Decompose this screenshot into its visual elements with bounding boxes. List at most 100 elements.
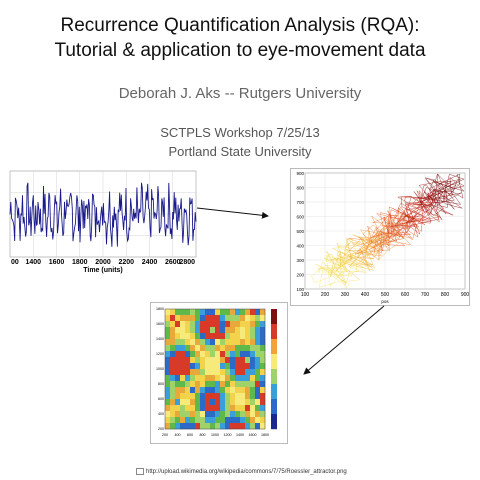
heatmap-cell (220, 327, 226, 334)
trajectory-segment (330, 251, 341, 277)
heatmap-cell (225, 399, 231, 406)
x-axis-label: Time (units) (83, 267, 123, 274)
heatmap-cell (255, 321, 261, 328)
heatmap-cell (205, 327, 211, 334)
heatmap-cell (245, 321, 251, 328)
heatmap-cell (240, 351, 246, 358)
heatmap-cell (225, 375, 231, 382)
heatmap-cell (175, 393, 181, 400)
heatmap-cell (245, 387, 251, 394)
trajectory-segment (416, 190, 429, 216)
heatmap-cell (195, 321, 201, 328)
colorbar-segment (271, 354, 277, 370)
heatmap-cell (195, 333, 201, 340)
y-tick-label: 1800 (156, 307, 164, 311)
heatmap-cell (190, 381, 196, 388)
heatmap-cell (215, 321, 221, 328)
slide-title-line-1: Recurrence Quantification Analysis (RQA)… (60, 15, 420, 36)
heatmap-cell (200, 411, 206, 418)
heatmap-cell (250, 321, 256, 328)
colorbar-segment (271, 414, 277, 430)
heatmap-cell (175, 411, 181, 418)
heatmap-cell (235, 381, 241, 388)
trajectory-segment (318, 268, 328, 275)
heatmap-cell (215, 381, 221, 388)
trajectory-segment (406, 201, 444, 223)
heatmap-cell (195, 417, 201, 424)
trajectory-segment (408, 225, 421, 235)
heatmap-cell (225, 339, 231, 346)
heatmap-cell (235, 405, 241, 412)
heatmap-cell (180, 357, 186, 364)
heatmap-cell (250, 357, 256, 364)
heatmap-cell (165, 333, 171, 340)
heatmap-cell (195, 363, 201, 370)
heatmap-cell (230, 351, 236, 358)
heatmap-cell (170, 423, 176, 430)
colorbar-segment (271, 369, 277, 385)
heatmap-cell (195, 327, 201, 334)
heatmap-cell (210, 405, 216, 412)
heatmap-cell (205, 417, 211, 424)
heatmap-cell (210, 363, 216, 370)
trajectory-segment (388, 206, 390, 233)
trajectory-segment (407, 204, 421, 235)
heatmap-cell (200, 369, 206, 376)
heatmap-cell (200, 405, 206, 412)
heatmap-cell (230, 387, 236, 394)
heatmap-cell (175, 321, 181, 328)
trajectory-segment (327, 271, 356, 273)
trajectory-segment (340, 267, 348, 272)
heatmap-cell (220, 375, 226, 382)
trajectory-segment (365, 238, 376, 251)
heatmap-cell (255, 405, 261, 412)
trajectory-segment (425, 178, 444, 204)
heatmap-cell (235, 309, 241, 316)
trajectory-segment (339, 251, 361, 265)
heatmap-cell (215, 369, 221, 376)
heatmap-cell (210, 315, 216, 322)
trajectory-segment (416, 198, 425, 213)
trajectory-segment (456, 181, 465, 187)
y-tick-label: 900 (296, 171, 304, 176)
heatmap-cell (185, 405, 191, 412)
heatmap-cell (235, 363, 241, 370)
trajectory-segment (406, 216, 440, 223)
heatmap-cell (195, 315, 201, 322)
heatmap-cell (165, 375, 171, 382)
heatmap-cell (190, 411, 196, 418)
heatmap-cell (195, 393, 201, 400)
heatmap-cell (180, 315, 186, 322)
heatmap-cell (195, 339, 201, 346)
heatmap-cell (225, 333, 231, 340)
trajectory-segment (399, 215, 422, 232)
heatmap-cell (250, 405, 256, 412)
trajectory-segment (345, 257, 365, 269)
y-tick-label: 700 (296, 200, 304, 205)
heatmap-cell (235, 345, 241, 352)
heatmap-cell (195, 351, 201, 358)
heatmap-cell (220, 357, 226, 364)
heatmap-cell (235, 387, 241, 394)
heatmap-cell (225, 423, 231, 430)
trajectory-segment (326, 251, 360, 280)
trajectory-segment (388, 242, 401, 251)
heatmap-cell (245, 363, 251, 370)
heatmap-cell (240, 411, 246, 418)
heatmap-cell (230, 405, 236, 412)
heatmap-cell (225, 357, 231, 364)
trajectory-segment (412, 203, 429, 209)
heatmap-cell (205, 423, 211, 430)
heatmap-cell (175, 375, 181, 382)
heatmap-cell (245, 399, 251, 406)
heatmap-cell (215, 327, 221, 334)
heatmap-cell (185, 345, 191, 352)
heatmap-cell (255, 315, 261, 322)
heatmap-cell (205, 363, 211, 370)
trajectory-segment (359, 263, 372, 268)
trajectory-segment (430, 215, 440, 223)
heatmap-cell (165, 411, 171, 418)
heatmap-cell (195, 375, 201, 382)
trajectory-segment (380, 212, 395, 217)
heatmap-cell (185, 375, 191, 382)
